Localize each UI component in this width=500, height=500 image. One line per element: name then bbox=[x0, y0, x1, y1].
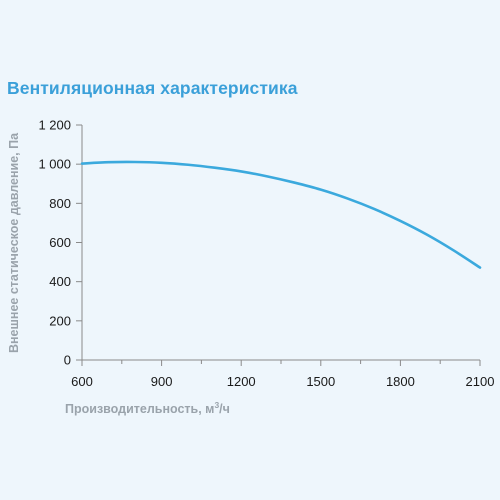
y-tick-label: 400 bbox=[49, 274, 71, 289]
x-tick-label: 1200 bbox=[227, 374, 256, 389]
y-tick-label: 0 bbox=[64, 353, 71, 368]
x-tick-label: 2100 bbox=[466, 374, 495, 389]
y-tick-label: 600 bbox=[49, 235, 71, 250]
y-tick-label: 800 bbox=[49, 196, 71, 211]
y-tick-label: 1 200 bbox=[38, 118, 71, 133]
y-tick-label: 200 bbox=[49, 313, 71, 328]
y-tick-label: 1 000 bbox=[38, 157, 71, 172]
x-axis-title: Производительность, м3/ч bbox=[65, 400, 230, 416]
series-line bbox=[82, 162, 480, 268]
x-tick-label: 600 bbox=[71, 374, 93, 389]
x-tick-label: 1800 bbox=[386, 374, 415, 389]
x-tick-label: 900 bbox=[151, 374, 173, 389]
y-axis-title: Внешнее статическое давление, Па bbox=[7, 132, 21, 353]
x-tick-label: 1500 bbox=[306, 374, 335, 389]
